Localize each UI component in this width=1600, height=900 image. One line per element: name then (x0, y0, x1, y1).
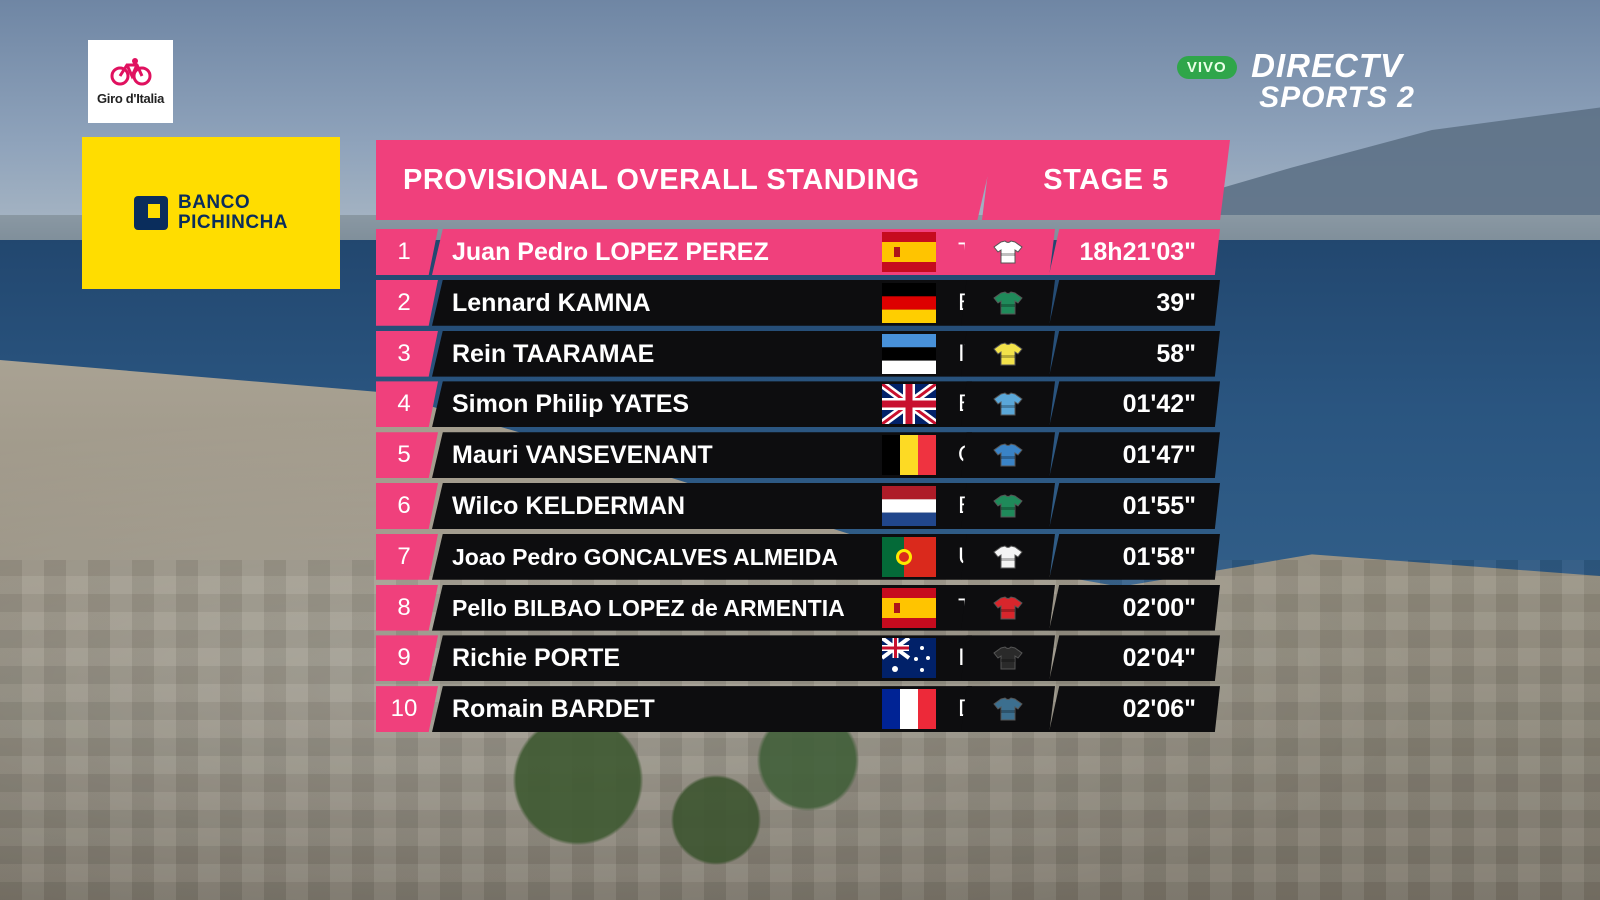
team-jersey-icon (961, 482, 1055, 529)
time-cell: 58" (1049, 330, 1220, 377)
rider-name: Rein TAARAMAE (452, 339, 655, 368)
time-cell: 01'47" (1049, 432, 1220, 479)
time-gap: 01'58" (1122, 542, 1196, 571)
team-jersey-icon (961, 635, 1055, 682)
team-jersey-icon (961, 432, 1055, 479)
time-gap: 02'04" (1122, 644, 1196, 673)
standings-title: PROVISIONAL OVERALL STANDING (403, 163, 920, 196)
time-cell: 01'42" (1049, 381, 1220, 428)
netherlands-flag (882, 485, 936, 526)
giro-logo-text: Giro d'Italia (96, 91, 165, 106)
time-cell: 02'06" (1049, 686, 1220, 733)
team-jersey-icon (961, 533, 1055, 580)
sponsor-logo: BANCO PICHINCHA (82, 137, 340, 289)
estonia-flag (882, 333, 936, 374)
giro-logo: Giro d'Italia (88, 40, 173, 123)
broadcaster-logo: VIVO DIRECTV SPORTS 2 (1176, 47, 1415, 114)
rider-name: Romain BARDET (452, 695, 655, 724)
sponsor-mark-icon (133, 196, 168, 230)
rider-cell: Wilco KELDERMANBOH (432, 482, 972, 529)
time-gap: 02'06" (1122, 695, 1196, 724)
team-jersey-icon (961, 279, 1055, 326)
time-gap: 01'55" (1122, 491, 1196, 520)
rank-number: 10 (376, 686, 438, 733)
time-cell: 02'04" (1049, 635, 1220, 682)
rider-cell: Lennard KAMNABOH (432, 279, 972, 326)
rider-name: Simon Philip YATES (452, 390, 690, 419)
belgium-flag (882, 435, 936, 476)
time-gap: 01'47" (1122, 441, 1196, 470)
rank-number: 9 (376, 635, 438, 682)
france-flag (882, 689, 936, 730)
rider-cell: Romain BARDETDSM (432, 686, 972, 733)
germany-flag (882, 282, 936, 323)
rank-number: 7 (376, 533, 438, 580)
standings-header: PROVISIONAL OVERALL STANDING (376, 140, 996, 220)
rank-number: 8 (376, 584, 438, 631)
rider-cell: Simon Philip YATESBEX (432, 381, 972, 428)
rider-cell: Juan Pedro LOPEZ PEREZTFS (432, 229, 972, 275)
time-cell: 01'55" (1049, 482, 1220, 529)
time-gap: 58" (1156, 339, 1196, 368)
spain-flag (882, 232, 936, 272)
rider-name: Mauri VANSEVENANT (452, 441, 713, 470)
rank-number: 6 (376, 482, 438, 529)
live-badge: VIVO (1176, 56, 1237, 79)
rider-cell: Rein TAARAMAEIWG (432, 330, 972, 377)
team-jersey-icon (961, 686, 1055, 733)
portugal-flag (882, 536, 936, 577)
time-gap: 02'00" (1122, 593, 1196, 622)
team-jersey-icon (961, 381, 1055, 428)
sponsor-line-2: PICHINCHA (177, 212, 289, 233)
team-jersey-icon (961, 584, 1055, 631)
time-gap: 01'42" (1122, 390, 1196, 419)
rank-number: 3 (376, 330, 438, 377)
rider-cell: Mauri VANSEVENANTQST (432, 432, 972, 479)
time-cell: 02'00" (1049, 584, 1220, 631)
rank-number: 5 (376, 432, 438, 479)
uk-flag (882, 384, 936, 425)
sponsor-text: BANCO PICHINCHA (178, 193, 288, 233)
trees (440, 700, 900, 900)
time-cell: 39" (1049, 279, 1220, 326)
rider-cell: Joao Pedro GONCALVES ALMEIDAUAD (432, 533, 972, 580)
spain-flag (882, 587, 936, 628)
stage-header: STAGE 5 (982, 140, 1230, 220)
sponsor-line-1: BANCO (177, 192, 251, 213)
rank-number: 1 (376, 229, 438, 275)
rider-cell: Pello BILBAO LOPEZ de ARMENTIATBV (432, 584, 972, 631)
time-cell: 01'58" (1049, 533, 1220, 580)
stage-title: STAGE 5 (1043, 163, 1169, 196)
team-jersey-icon (961, 330, 1055, 377)
rider-name: Richie PORTE (452, 644, 621, 673)
rank-number: 4 (376, 381, 438, 428)
bicycle-icon (110, 58, 151, 86)
rider-cell: Richie PORTEIGD (432, 635, 972, 682)
australia-flag (882, 638, 936, 679)
rank-number: 2 (376, 279, 438, 326)
rider-name: Pello BILBAO LOPEZ de ARMENTIA (452, 594, 845, 621)
time-gap: 39" (1156, 288, 1196, 317)
broadcaster-line-2: SPORTS 2 (1259, 81, 1415, 114)
time-gap: 18h21'03" (1079, 238, 1197, 266)
rider-name: Lennard KAMNA (452, 288, 651, 317)
time-cell: 18h21'03" (1049, 229, 1220, 275)
broadcaster-brand: DIRECTV SPORTS 2 (1251, 47, 1415, 114)
broadcaster-line-1: DIRECTV (1251, 47, 1403, 84)
team-jersey-icon (961, 229, 1055, 275)
rider-name: Wilco KELDERMAN (452, 491, 686, 520)
rider-name: Joao Pedro GONCALVES ALMEIDA (452, 543, 838, 570)
rider-name: Juan Pedro LOPEZ PEREZ (452, 238, 769, 266)
